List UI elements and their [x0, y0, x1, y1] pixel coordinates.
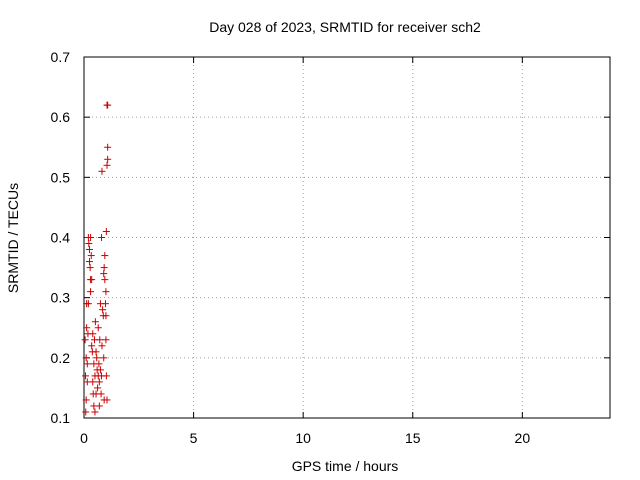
data-point: [99, 306, 107, 314]
x-tick-label: 0: [80, 430, 88, 446]
data-point: [86, 264, 94, 272]
y-tick-label: 0.4: [51, 230, 71, 246]
data-point: [98, 342, 106, 350]
data-point: [104, 101, 112, 109]
data-points: [81, 101, 112, 416]
data-point: [85, 258, 93, 266]
data-point: [98, 167, 106, 175]
data-point: [103, 161, 111, 169]
data-point: [101, 276, 109, 284]
data-point: [94, 324, 102, 332]
y-tick-label: 0.1: [51, 410, 71, 426]
data-point: [82, 354, 90, 362]
data-point: [89, 330, 97, 338]
chart-title: Day 028 of 2023, SRMTID for receiver sch…: [209, 19, 481, 35]
x-tick-label: 5: [190, 430, 198, 446]
data-point: [100, 264, 108, 272]
data-point: [82, 408, 90, 416]
data-point: [96, 336, 104, 344]
y-tick-label: 0.5: [51, 169, 71, 185]
data-point: [103, 396, 111, 404]
data-point: [81, 336, 89, 344]
y-axis-label: SRMTID / TECUs: [5, 183, 21, 293]
data-point: [83, 324, 91, 332]
data-point: [104, 155, 112, 163]
data-point: [102, 312, 110, 320]
data-point: [102, 336, 110, 344]
data-point: [87, 234, 95, 241]
data-point: [93, 354, 101, 362]
data-point: [101, 300, 109, 308]
data-point: [87, 288, 95, 296]
data-point: [100, 354, 108, 362]
data-point: [91, 318, 99, 326]
data-point: [102, 227, 110, 235]
data-point: [101, 252, 109, 260]
data-point: [98, 234, 106, 241]
data-point: [89, 378, 97, 386]
data-point: [82, 396, 90, 404]
data-point: [82, 372, 90, 380]
tick-labels: 0 5 10 15 20 0.1 0.2 0.3 0.4 0.5 0.6 0.7: [51, 49, 531, 446]
data-point: [102, 372, 110, 380]
data-point: [87, 252, 95, 260]
x-tick-label: 20: [515, 430, 531, 446]
data-point: [88, 342, 96, 350]
data-point: [95, 378, 103, 386]
data-point: [95, 402, 103, 410]
data-point: [88, 276, 96, 284]
x-tick-label: 15: [405, 430, 421, 446]
data-point: [85, 240, 93, 248]
data-point: [95, 360, 103, 368]
y-tick-label: 0.2: [51, 350, 71, 366]
y-tick-label: 0.3: [51, 290, 71, 306]
axis-ticks: [83, 56, 610, 419]
y-tick-label: 0.6: [51, 109, 71, 125]
data-point: [91, 408, 99, 416]
data-point: [97, 390, 105, 398]
data-point: [102, 288, 110, 296]
data-point: [100, 270, 108, 278]
plot-frame: [83, 56, 611, 419]
data-point: [94, 384, 102, 392]
y-tick-label: 0.7: [51, 49, 71, 65]
data-point: [85, 246, 93, 254]
data-point: [83, 360, 91, 368]
data-point: [92, 348, 100, 356]
data-point: [84, 300, 92, 308]
grid: [84, 57, 610, 418]
x-tick-label: 10: [295, 430, 311, 446]
data-point: [96, 366, 104, 374]
data-point: [104, 143, 112, 151]
x-axis-label: GPS time / hours: [292, 458, 399, 474]
